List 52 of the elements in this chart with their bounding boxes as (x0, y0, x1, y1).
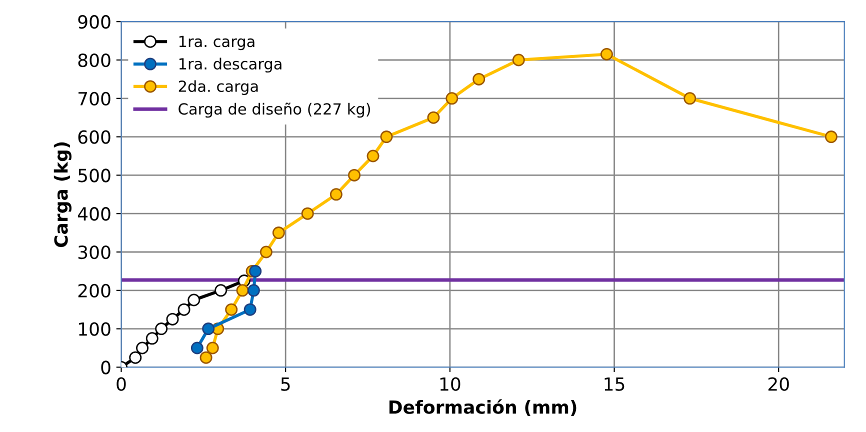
point (178, 303, 190, 316)
legend-label: 1ra. carga (179, 36, 254, 50)
y-tick-label: 700 (78, 92, 110, 106)
x-tick-label: 0 (116, 377, 126, 391)
point (202, 322, 215, 336)
y-tick-label: 900 (78, 15, 110, 29)
point (472, 72, 486, 86)
point (206, 342, 219, 354)
point (330, 188, 342, 201)
point (166, 312, 179, 326)
point (366, 150, 380, 162)
y-tick-label: 100 (79, 322, 110, 336)
x-tick-label: 5 (281, 377, 290, 391)
y-tick-label: 300 (78, 245, 110, 260)
point (129, 351, 142, 364)
x-tick-label: 20 (768, 377, 789, 391)
y-tick-label: 800 (78, 53, 110, 68)
x-tick-label: 15 (604, 377, 624, 391)
point (260, 246, 272, 258)
point (244, 303, 256, 316)
legend-label: Carga de diseño (227 kg) (178, 102, 370, 118)
y-tick-label: 600 (78, 130, 110, 144)
point (249, 264, 262, 278)
point (272, 226, 285, 240)
point (247, 284, 260, 297)
point (380, 130, 393, 144)
point (136, 342, 149, 354)
x-axis-title: Deformación (mm) (389, 399, 576, 416)
y-tick-label: 400 (78, 207, 110, 221)
point (600, 48, 613, 60)
point (824, 130, 838, 144)
y-axis-title: Carga (kg) (54, 142, 72, 248)
point (427, 111, 440, 124)
point (512, 54, 525, 66)
point (446, 92, 458, 105)
point (225, 303, 238, 316)
point (301, 207, 314, 220)
legend-label: 2da. carga (178, 80, 258, 95)
y-tick-label: 0 (101, 360, 110, 374)
point (214, 284, 228, 297)
point (200, 351, 212, 364)
point (190, 342, 204, 354)
point (146, 332, 158, 345)
point (155, 322, 168, 336)
y-tick-label: 500 (78, 168, 110, 182)
y-tick-label: 200 (78, 284, 110, 298)
point (348, 168, 361, 182)
point (684, 92, 696, 105)
legend-label: 1ra. descarga (179, 58, 282, 73)
point (236, 284, 249, 297)
x-tick-label: 10 (440, 377, 460, 391)
point (188, 294, 200, 306)
